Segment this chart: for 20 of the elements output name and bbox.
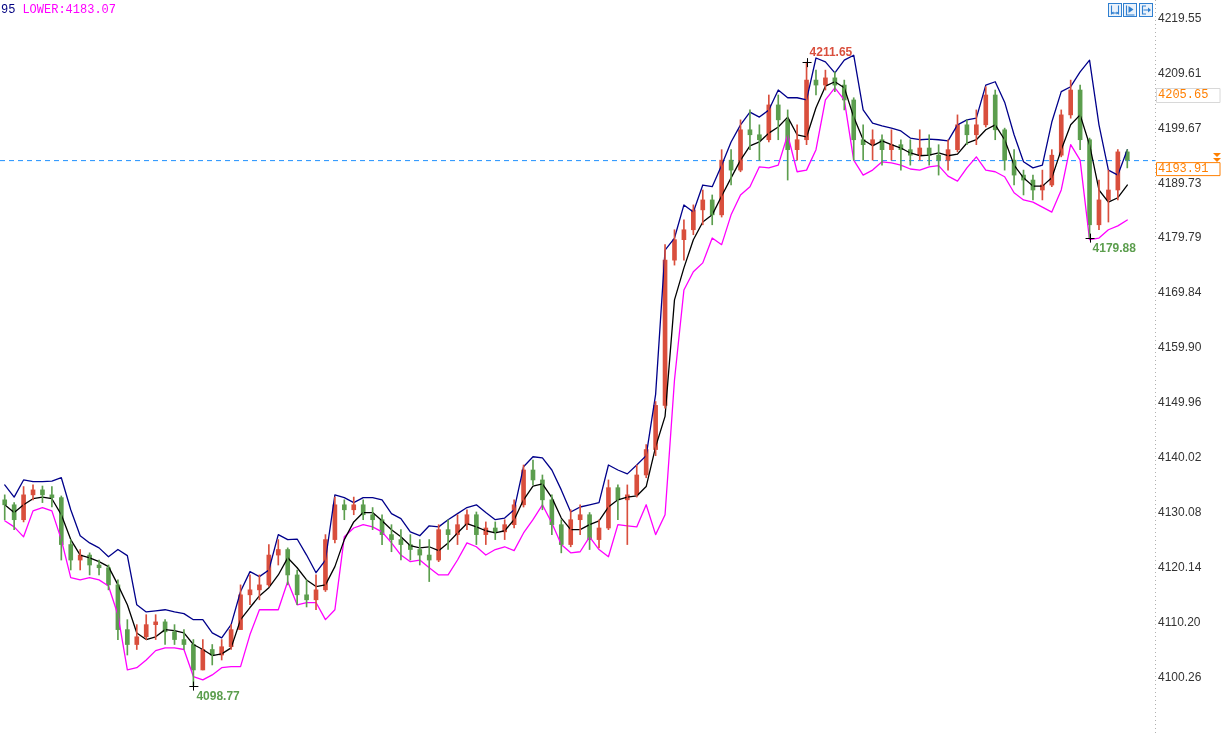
y-tick-label: 4149.96 bbox=[1158, 395, 1202, 410]
y-tick-label: 4130.08 bbox=[1158, 504, 1202, 519]
y-tick-label: 4179.79 bbox=[1158, 230, 1202, 245]
text: 4211.65 bbox=[809, 45, 853, 60]
y-tick-label: 4205.65 bbox=[1158, 88, 1209, 103]
y-tick-label: 4169.84 bbox=[1158, 285, 1202, 300]
y-tick-label: 4219.55 bbox=[1158, 10, 1202, 25]
annotation: LOWER:4183.07 bbox=[22, 3, 117, 18]
y-tick-label: 4120.14 bbox=[1158, 559, 1202, 574]
text: 4098.77 bbox=[196, 688, 240, 703]
text: 4179.88 bbox=[1092, 240, 1136, 255]
y-tick-label: 4140.02 bbox=[1158, 450, 1202, 465]
y-tick-label: 4209.61 bbox=[1158, 65, 1202, 80]
y-tick-label: 4159.90 bbox=[1158, 340, 1202, 355]
ref-line-label: 4193.91 bbox=[1158, 162, 1209, 177]
y-tick-label: 4100.26 bbox=[1158, 669, 1202, 684]
annotation: 95 bbox=[1, 3, 16, 18]
y-tick-label: 4199.67 bbox=[1158, 120, 1202, 135]
y-tick-label: 4110.20 bbox=[1158, 614, 1201, 629]
y-tick-label: 4189.73 bbox=[1158, 175, 1202, 190]
